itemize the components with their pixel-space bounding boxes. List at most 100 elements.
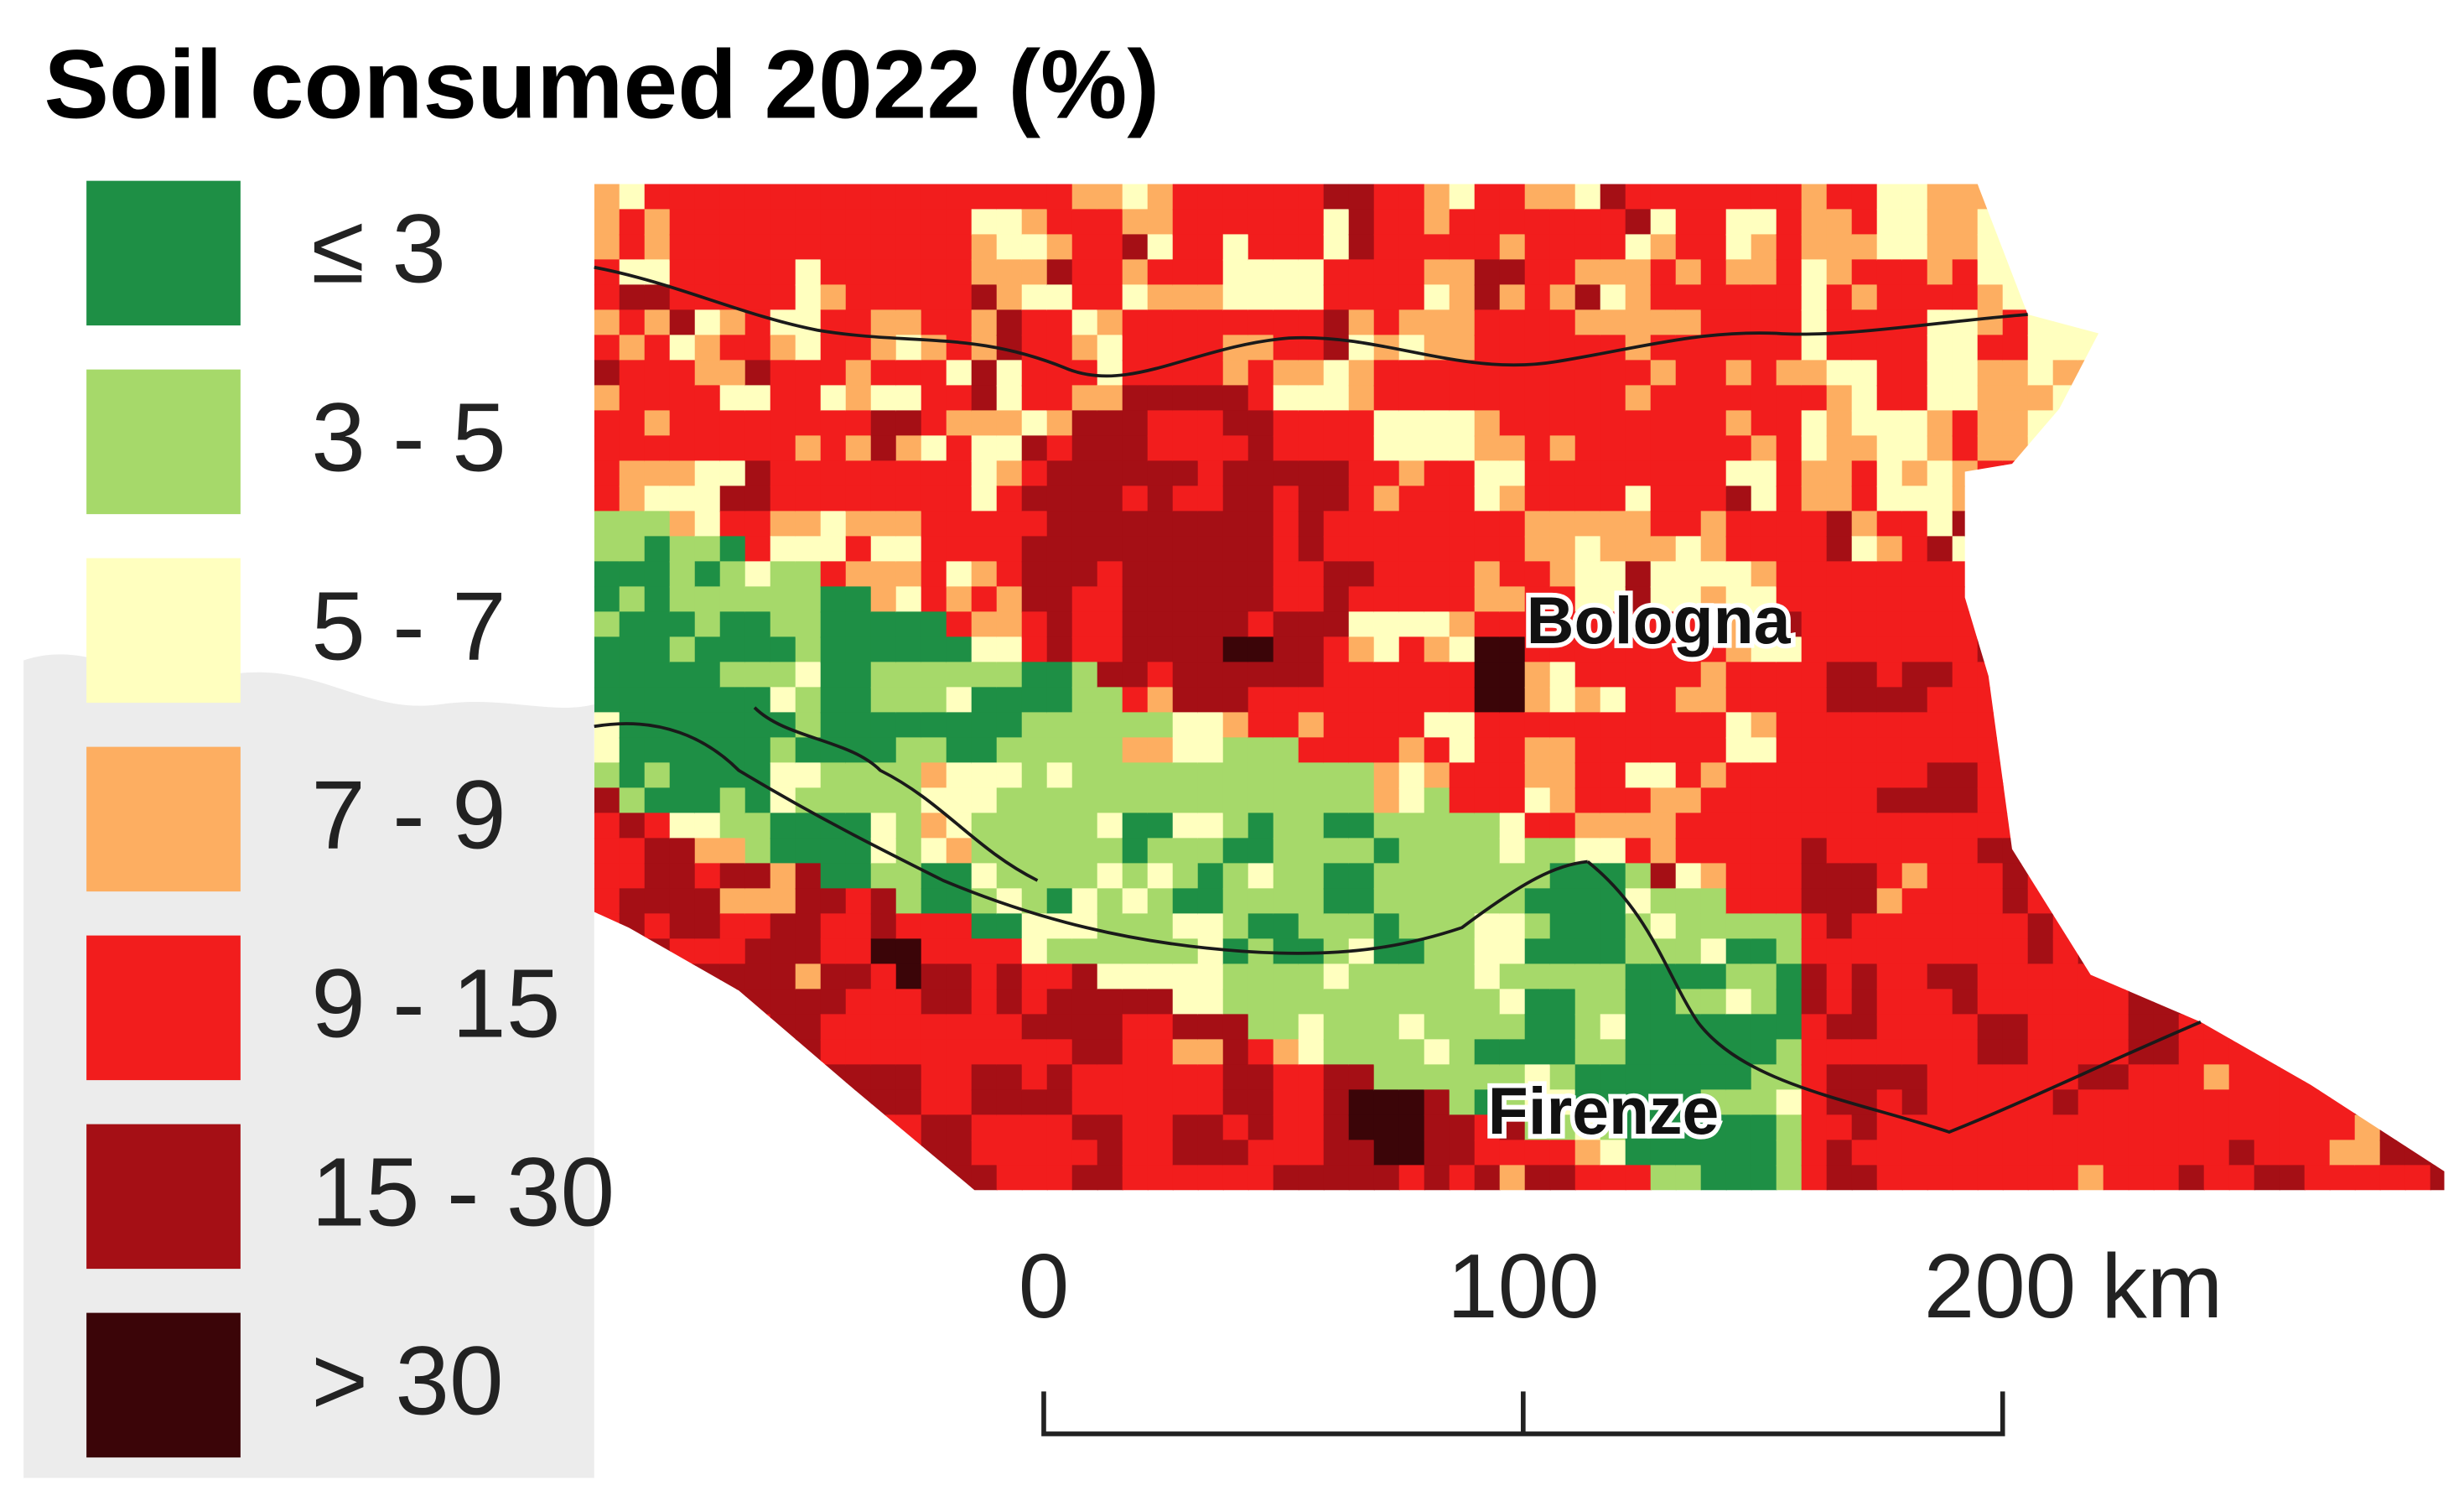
municipality bbox=[895, 1190, 922, 1191]
municipality bbox=[2027, 309, 2054, 336]
municipality bbox=[1675, 1165, 1702, 1191]
municipality bbox=[1046, 1190, 1073, 1191]
municipality bbox=[1147, 963, 1174, 990]
municipality bbox=[644, 787, 671, 814]
municipality bbox=[1298, 737, 1325, 764]
municipality bbox=[996, 1140, 1023, 1166]
municipality bbox=[1348, 435, 1375, 462]
municipality bbox=[1197, 561, 1224, 588]
municipality bbox=[1725, 184, 1752, 210]
municipality bbox=[1524, 385, 1551, 412]
municipality bbox=[1398, 838, 1425, 865]
municipality bbox=[1826, 963, 1853, 990]
municipality bbox=[1625, 561, 1652, 588]
municipality bbox=[1600, 561, 1626, 588]
municipality bbox=[2027, 1064, 2054, 1091]
municipality bbox=[1273, 184, 1299, 210]
municipality bbox=[2052, 486, 2079, 512]
municipality bbox=[1097, 762, 1123, 789]
municipality bbox=[1046, 662, 1073, 688]
municipality bbox=[1851, 184, 1878, 210]
municipality bbox=[946, 1089, 973, 1116]
municipality bbox=[1021, 234, 1048, 261]
municipality bbox=[1222, 360, 1249, 387]
municipality bbox=[1725, 1089, 1752, 1116]
municipality bbox=[1323, 1064, 1350, 1091]
scale-label: 200 km bbox=[1924, 1236, 2223, 1337]
municipality bbox=[1574, 687, 1601, 714]
municipality bbox=[2379, 561, 2406, 588]
municipality bbox=[2279, 460, 2306, 487]
municipality bbox=[1046, 1089, 1073, 1116]
municipality bbox=[1574, 435, 1601, 462]
municipality bbox=[1851, 888, 1878, 915]
municipality bbox=[1122, 762, 1149, 789]
municipality bbox=[1449, 838, 1476, 865]
municipality bbox=[971, 284, 998, 311]
municipality bbox=[2128, 963, 2155, 990]
municipality bbox=[820, 209, 847, 236]
municipality bbox=[1348, 511, 1375, 538]
municipality bbox=[619, 335, 646, 361]
legend-label: 15 - 30 bbox=[311, 1137, 615, 1246]
municipality bbox=[744, 259, 771, 286]
municipality bbox=[1172, 888, 1199, 915]
municipality bbox=[2103, 284, 2129, 311]
municipality bbox=[1348, 536, 1375, 563]
municipality bbox=[1373, 1039, 1400, 1066]
municipality bbox=[2002, 184, 2029, 210]
municipality bbox=[694, 712, 721, 739]
municipality bbox=[2002, 234, 2029, 261]
municipality bbox=[2379, 1165, 2406, 1191]
municipality bbox=[921, 1064, 947, 1091]
municipality bbox=[1323, 1190, 1350, 1191]
municipality bbox=[719, 888, 746, 915]
municipality bbox=[1122, 259, 1149, 286]
municipality bbox=[1826, 1165, 1853, 1191]
municipality bbox=[1323, 1039, 1350, 1066]
municipality bbox=[1725, 410, 1752, 437]
municipality bbox=[744, 1140, 771, 1166]
municipality bbox=[2128, 1190, 2155, 1191]
municipality bbox=[1248, 259, 1274, 286]
municipality bbox=[619, 787, 646, 814]
municipality bbox=[2178, 234, 2205, 261]
municipality bbox=[2153, 1064, 2180, 1091]
municipality bbox=[1499, 838, 1526, 865]
municipality bbox=[2254, 1014, 2280, 1041]
municipality bbox=[996, 1014, 1023, 1041]
municipality bbox=[1600, 460, 1626, 487]
municipality bbox=[2228, 435, 2255, 462]
municipality bbox=[795, 737, 822, 764]
municipality bbox=[870, 1114, 897, 1141]
municipality bbox=[1449, 662, 1476, 688]
municipality bbox=[795, 838, 822, 865]
municipality bbox=[2279, 410, 2306, 437]
municipality bbox=[1574, 813, 1601, 839]
municipality bbox=[1172, 1165, 1199, 1191]
municipality bbox=[1851, 1190, 1878, 1191]
municipality bbox=[2430, 838, 2445, 865]
municipality bbox=[1298, 762, 1325, 789]
municipality bbox=[1298, 1064, 1325, 1091]
municipality bbox=[719, 435, 746, 462]
municipality bbox=[2254, 989, 2280, 1015]
municipality bbox=[1021, 209, 1048, 236]
municipality bbox=[1650, 1064, 1677, 1091]
municipality bbox=[996, 309, 1023, 336]
municipality bbox=[2078, 963, 2104, 990]
municipality bbox=[1826, 259, 1853, 286]
municipality bbox=[1424, 1089, 1450, 1116]
municipality bbox=[2128, 234, 2155, 261]
municipality bbox=[795, 1089, 822, 1116]
municipality bbox=[1700, 737, 1727, 764]
municipality bbox=[2103, 813, 2129, 839]
municipality bbox=[1398, 712, 1425, 739]
municipality bbox=[744, 787, 771, 814]
municipality bbox=[1725, 813, 1752, 839]
municipality bbox=[1625, 385, 1652, 412]
municipality bbox=[2078, 586, 2104, 613]
municipality bbox=[971, 787, 998, 814]
municipality bbox=[1449, 360, 1476, 387]
